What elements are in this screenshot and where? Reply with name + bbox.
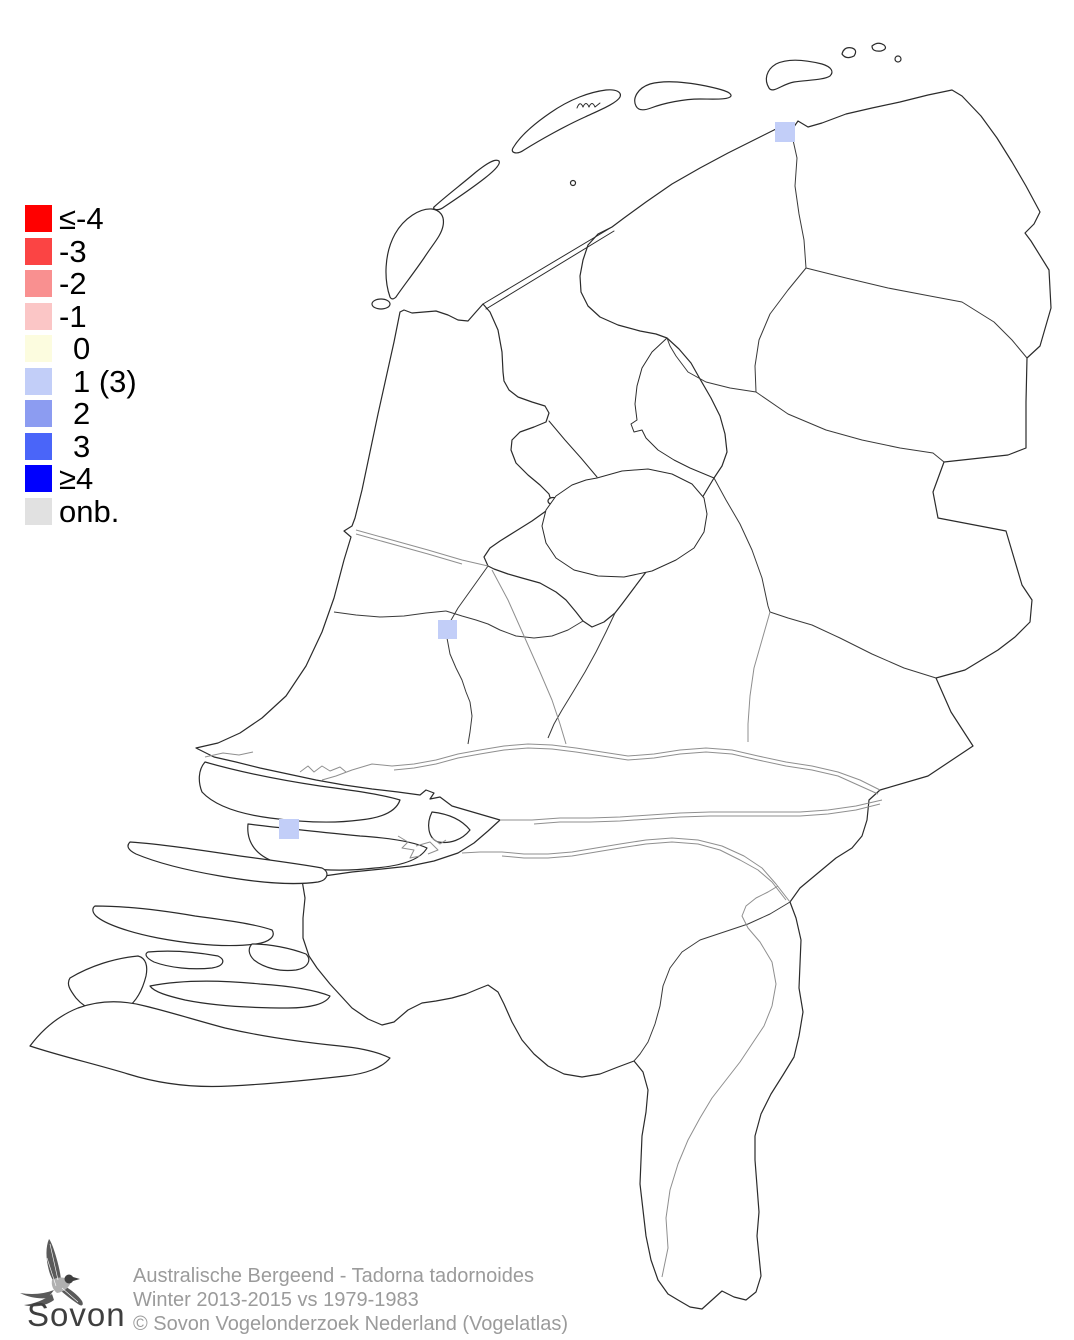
legend-label: onb. [59,493,120,529]
swallow-wing-top [46,1239,62,1287]
flevopolder [541,468,708,578]
island-terschelling [511,89,621,154]
noordzeekanaal [355,529,489,567]
legend-item-2: -2 [25,266,137,301]
legend-swatch [25,400,52,427]
river-maas-brabant [461,837,791,903]
island-voorne-putten [198,761,401,823]
river-maas-limburg [661,885,779,1278]
legend-label: 1 (3) [73,363,137,399]
swallow-head [64,1274,74,1284]
legend-item-3: -1 [25,298,137,334]
legend-label: ≤-4 [59,201,104,236]
island-dordrecht [428,811,471,844]
island-zuid-beveland [149,980,331,1009]
border-groningen-drenthe [805,267,1028,359]
river-maas-brabant-2 [501,841,787,901]
river-waal [500,799,883,821]
sovon-logo [20,1239,83,1307]
legend-label: -2 [59,266,87,301]
legend-label: 2 [73,396,91,431]
legend-swatch [25,270,52,297]
mainland-outline [195,89,1052,1310]
legend-item-8: ≥4 [25,461,137,496]
border-utrecht-west [446,565,489,745]
legend-label: ≥4 [59,461,94,496]
legend-swatch [25,205,52,232]
island-ameland [634,81,732,111]
island-rottum-3 [894,55,902,63]
island-schouwen-duiveland [92,905,274,947]
legend-item-7: 3 [25,428,137,464]
island-griend [569,179,577,187]
sovon-logo-text: Sovon [27,1296,126,1333]
island-walcheren [67,955,148,1014]
island-noord-beveland [145,950,224,970]
border-brabant-limburg [633,901,791,1062]
island-texel [385,208,445,300]
island-goeree-overflakkee [127,841,328,885]
island-rottum-1 [841,47,857,59]
amsterdam-rijnkanaal [491,569,567,745]
legend-label: -3 [59,233,87,269]
zeeuws-vlaanderen [29,1001,391,1088]
legend-item-0: ≤-4 [25,201,137,236]
legend-item-9: onb. [25,493,137,529]
border-nh-zh [333,610,447,618]
river-nederrijn-lek-2 [393,747,879,795]
legend-swatch [25,367,52,395]
border-friesland-drenthe [754,267,807,393]
period-subtitle: Winter 2013-2015 vs 1979-1983 [133,1289,419,1311]
island-vlieland [433,159,500,211]
island-noorderhaaks [371,298,391,310]
border-drenthe-overijssel [755,391,945,463]
legend-swatch [25,465,52,492]
afsluitdijk [482,226,615,310]
island-schiermonnikoog [765,59,833,91]
river-nederrijn-lek [321,743,881,791]
border-nh-utrecht [445,610,584,639]
legend-item-4: 0 [25,331,137,366]
species-title: Australische Bergeend - Tadorna tadornoi… [133,1265,534,1287]
swallow-tail-streamer-1 [20,1290,54,1299]
river-waal-2 [533,803,881,825]
swallow-beak [73,1277,80,1281]
noordoostpolder-border [630,337,715,479]
legend-swatch [25,497,52,525]
river-ijssel [747,611,771,742]
atlas-square-sq-lauwersmeer [775,122,795,142]
atlas-squares-layer [279,122,795,839]
border-friesland-overijssel [666,337,757,393]
legend-swatch [25,237,52,265]
legend-item-6: 2 [25,396,137,431]
swallow-tail-streamer-2 [24,1294,54,1307]
island-rottum-2 [871,42,887,52]
legend-label: 0 [73,331,91,366]
island-tholen [248,943,310,972]
legend-swatch [25,335,52,362]
rotterdam-harbours [204,751,347,773]
swallow-facet-lines [46,1243,79,1303]
border-utrecht-gelderland [547,612,616,739]
legend-label: -1 [59,298,87,334]
footer-caption: Australische Bergeend - Tadorna tadornoi… [133,1264,568,1336]
legend-swatch [25,302,52,330]
atlas-square-sq-hoekschewaard [279,819,299,839]
copyright-line: © Sovon Vogelonderzoek Nederland (Vogela… [133,1313,569,1335]
legend-item-5: 1 (3) [25,363,137,399]
biesbosch-creeks [397,835,447,859]
atlas-square-sq-utrecht [438,620,457,639]
terschelling-marsh-scribble [576,102,601,109]
legend-swatch [25,432,52,460]
map-legend: ≤-4 -3 -2 -1 0 1 (3) 2 3 ≥4 onb. [25,201,137,529]
legend-label: 3 [73,428,91,464]
houtribdijk [548,420,598,478]
border-friesland-groningen [790,130,807,269]
legend-item-1: -3 [25,233,137,269]
